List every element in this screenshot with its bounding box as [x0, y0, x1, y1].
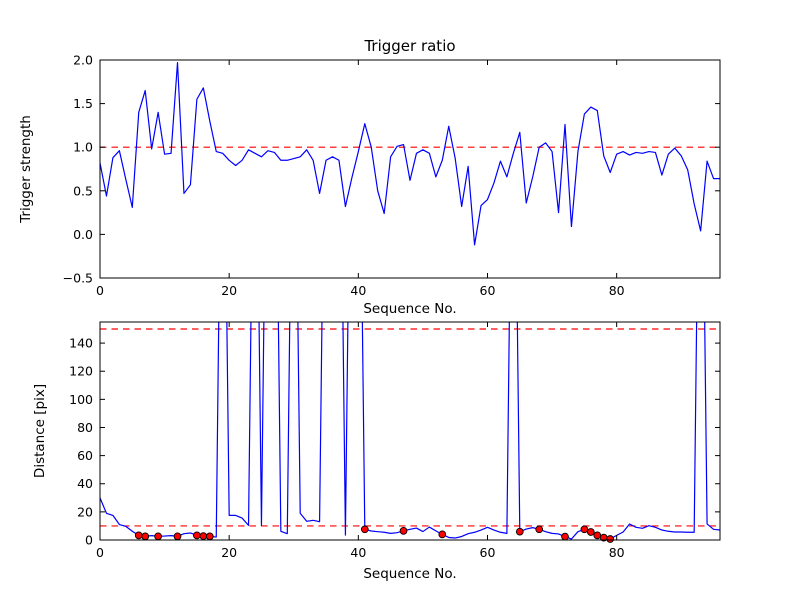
trigger-marker	[360, 525, 369, 534]
trigger-marker	[154, 532, 162, 541]
trigger-marker	[580, 525, 589, 534]
y-tick-label: −0.5	[63, 271, 93, 286]
trigger-marker	[438, 530, 447, 539]
trigger-marker	[561, 532, 569, 541]
top-yaxis-label: Trigger strength	[18, 115, 34, 224]
y-tick-label: 0.5	[73, 183, 93, 198]
x-tick-label: 20	[221, 283, 237, 298]
figure-title: Trigger ratio	[363, 37, 455, 55]
distance-line	[100, 322, 720, 540]
trigger-marker	[193, 531, 201, 540]
y-tick-label: 0.0	[73, 227, 93, 242]
trigger-marker	[205, 532, 214, 541]
trigger-marker	[593, 531, 602, 540]
trigger-marker	[141, 532, 150, 541]
axes-frame	[99, 59, 721, 279]
trigger-marker	[134, 531, 143, 540]
axes-frame	[99, 321, 721, 541]
trigger-marker	[586, 528, 595, 536]
y-tick-label: 1.5	[73, 96, 93, 111]
trigger-marker	[606, 535, 615, 543]
x-tick-label: 20	[221, 545, 237, 560]
y-tick-label: 100	[69, 392, 93, 407]
x-tick-label: 0	[96, 545, 104, 560]
y-tick-label: 0	[85, 533, 93, 548]
y-tick-label: 1.0	[73, 140, 93, 155]
trigger-marker	[535, 525, 544, 534]
trigger-marker	[173, 532, 182, 541]
x-tick-label: 0	[96, 283, 104, 298]
x-tick-label: 40	[350, 545, 366, 560]
trigger-marker	[199, 532, 208, 540]
bottom-yaxis-label: Distance [pix]	[32, 384, 48, 478]
x-tick-label: 80	[609, 283, 625, 298]
x-tick-label: 60	[480, 283, 496, 298]
bottom-subplot: 0 20 40 60 80 0 20 40 60 80 100 120 140	[69, 321, 721, 560]
top-subplot: 0 20 40 60 80 −0.5 0.0 0.5 1.0 1.5 2.0	[63, 53, 721, 298]
y-tick-label: 80	[77, 420, 93, 435]
bottom-xaxis-label: Sequence No.	[363, 566, 456, 582]
trigger-ratio-line	[100, 62, 720, 246]
trigger-marker	[515, 527, 524, 536]
y-tick-label: 120	[69, 364, 93, 379]
y-tick-label: 2.0	[73, 53, 93, 68]
x-tick-label: 40	[350, 283, 366, 298]
y-tick-label: 60	[77, 448, 93, 463]
x-tick-label: 80	[609, 545, 625, 560]
y-tick-label: 20	[77, 504, 93, 519]
trigger-marker	[399, 527, 408, 535]
y-tick-label: 40	[77, 476, 93, 491]
x-tick-label: 60	[480, 545, 496, 560]
top-xaxis-label: Sequence No.	[363, 301, 456, 317]
y-tick-label: 140	[69, 336, 93, 351]
